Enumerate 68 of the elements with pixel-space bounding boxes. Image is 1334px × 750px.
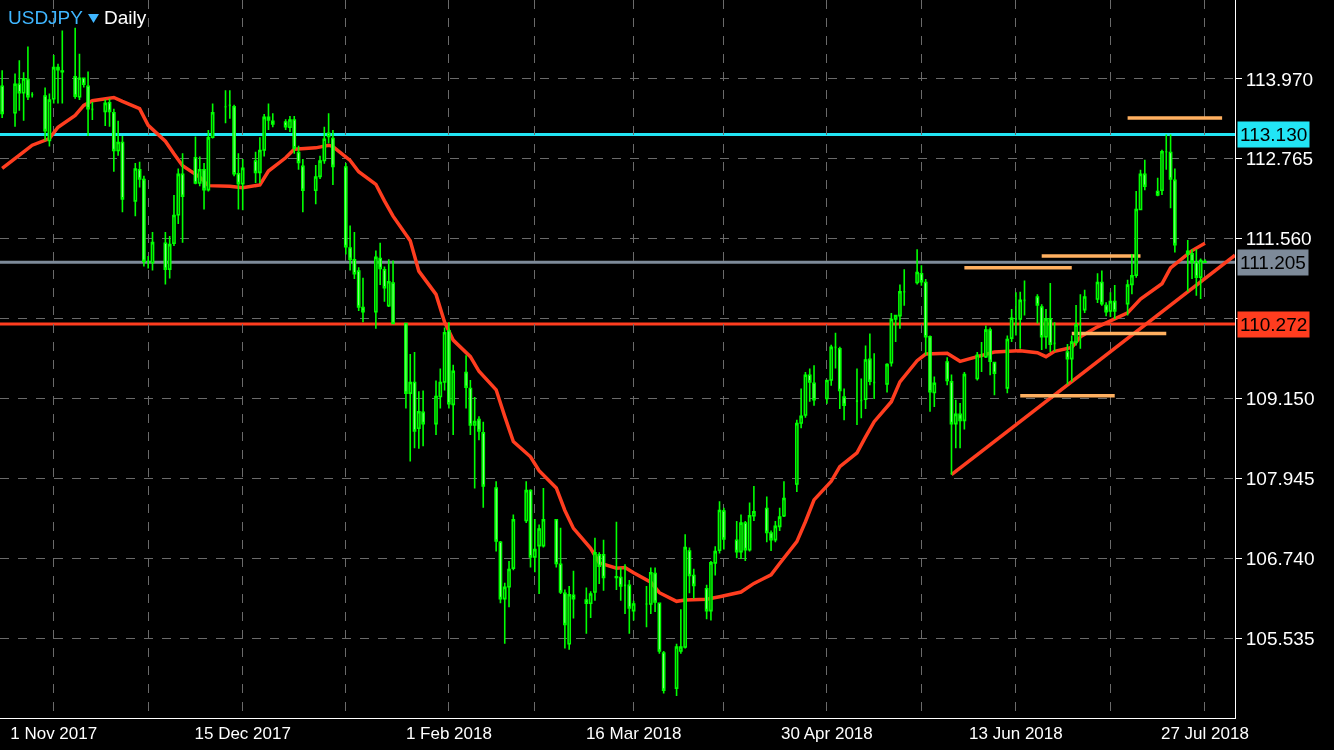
candlestick — [653, 566, 657, 613]
ref-line-label: 113.130 — [1240, 124, 1308, 145]
candlestick — [270, 112, 275, 129]
candlestick — [988, 326, 992, 377]
candlestick — [949, 373, 954, 476]
candlestick — [992, 361, 997, 396]
candlestick — [292, 115, 297, 155]
y-tick-label: 113.970 — [1245, 68, 1314, 90]
candlestick — [859, 377, 864, 420]
candlestick — [1112, 284, 1117, 320]
candlestick — [421, 389, 425, 447]
candlestick — [331, 129, 335, 186]
y-tick-label: 107.945 — [1245, 467, 1315, 489]
candlestick — [300, 158, 305, 213]
candlestick — [1173, 167, 1177, 254]
chart-subtitle: Daily — [103, 7, 147, 29]
y-tick-label: 111.560 — [1245, 228, 1312, 250]
x-tick-label: 1 Nov 2017 — [10, 724, 98, 744]
candlestick — [1052, 321, 1057, 353]
candlestick — [223, 89, 228, 125]
y-tick-label: 106.740 — [1245, 547, 1315, 569]
chart-title: USDJPY — [8, 7, 83, 29]
x-tick-label: 30 Apr 2018 — [781, 724, 873, 744]
y-tick-label: 112.765 — [1245, 148, 1314, 170]
candlestick — [1082, 288, 1087, 314]
x-tick-label: 13 Jun 2018 — [969, 724, 1063, 744]
candlestick — [283, 118, 288, 131]
x-tick-label: 16 Mar 2018 — [585, 724, 682, 744]
ref-line-label: 110.272 — [1240, 314, 1308, 335]
candlestick — [1039, 303, 1044, 351]
y-tick-label: 105.535 — [1245, 627, 1315, 649]
candlestick — [683, 533, 688, 650]
candlestick — [1185, 239, 1190, 293]
candlestick — [1048, 282, 1053, 353]
ref-line-label: 111.205 — [1240, 252, 1306, 273]
candlestick — [494, 480, 498, 553]
x-tick-label: 15 Dec 2017 — [194, 724, 291, 744]
candlestick — [584, 586, 589, 635]
candlestick — [133, 162, 138, 217]
candlestick — [481, 420, 486, 509]
x-tick-label: 27 Jul 2018 — [1160, 724, 1249, 744]
candlestick — [326, 112, 331, 144]
candlestick — [73, 27, 78, 100]
candlestick — [1005, 334, 1010, 394]
candlestick — [945, 356, 950, 386]
candlestick — [812, 364, 816, 407]
candlestick — [86, 70, 90, 137]
candlestick — [661, 650, 666, 695]
candlestick — [60, 29, 65, 105]
candlestick — [1194, 248, 1199, 297]
x-tick-label: 1 Feb 2018 — [405, 724, 492, 744]
candlestick — [855, 367, 859, 426]
candlestick — [563, 588, 567, 650]
candlestick — [107, 97, 112, 128]
candlestick — [0, 69, 4, 119]
candlestick — [103, 98, 108, 127]
y-tick-label: 109.150 — [1245, 388, 1315, 410]
candlestick — [464, 354, 468, 410]
candlestick — [1035, 293, 1040, 325]
candlestick — [1168, 133, 1173, 209]
candlestick — [111, 107, 116, 173]
candlestick — [975, 351, 980, 382]
candlestick — [885, 362, 889, 394]
candlestick — [1078, 293, 1083, 350]
candlestick — [180, 152, 185, 244]
candlestick — [391, 259, 395, 325]
candlestick — [739, 513, 743, 560]
candlestick — [915, 248, 919, 286]
